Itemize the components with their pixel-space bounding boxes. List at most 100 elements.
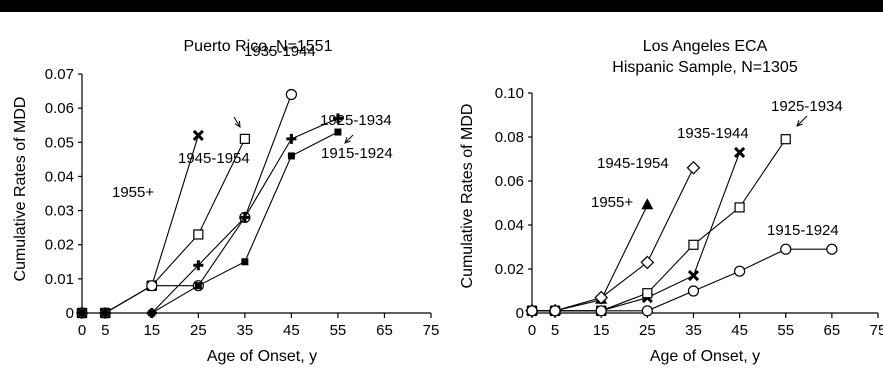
data-point — [687, 285, 700, 297]
data-point — [193, 260, 204, 271]
x-tick-labels: 0 5 15 25 35 45 55 65 75 — [78, 322, 440, 339]
series-label: 1945-1954 — [597, 155, 669, 172]
data-point — [194, 282, 202, 290]
data-point — [780, 243, 792, 255]
series-label: 1915-1924 — [767, 222, 839, 239]
series-1955- — [526, 198, 654, 315]
data-point — [780, 134, 791, 145]
x-tick-label: 65 — [376, 322, 393, 339]
y-tick-label: 0.04 — [495, 217, 524, 234]
series-labels: 1955+ 1945-1954 1935-1944 1925-1934 1915-192… — [112, 43, 393, 201]
y-tick-label: 0.06 — [45, 100, 74, 117]
data-point — [192, 129, 204, 142]
y-axis-label: Cumulative Rates of MDD — [12, 97, 29, 282]
data-point — [332, 113, 343, 124]
y-tick-label: 0.07 — [45, 66, 74, 83]
chart-los-angeles: Los Angeles ECA Hispanic Sample, N=1305 … — [459, 38, 883, 365]
chart-title: Los Angeles ECA — [643, 38, 768, 55]
chart-subtitle: Hispanic Sample, N=1305 — [612, 59, 798, 76]
data-point — [595, 305, 607, 317]
series-label: 1925-1934 — [320, 112, 392, 129]
x-tick-label: 0 — [528, 322, 536, 339]
series-label: 1925-1934 — [771, 98, 843, 115]
data-point — [642, 288, 653, 299]
data-point — [239, 133, 250, 144]
x-axis-label: Age of Onset, y — [650, 348, 760, 365]
data-point — [826, 243, 838, 255]
series-line — [532, 167, 694, 312]
x-tick-label: 65 — [824, 322, 841, 339]
y-axis-label: Cumulative Rates of MDD — [459, 104, 476, 289]
data-point — [526, 305, 538, 317]
data-point — [641, 305, 653, 317]
x-tick-label: 0 — [78, 322, 86, 339]
data-point — [78, 309, 86, 317]
data-point — [193, 229, 204, 240]
data-point — [241, 258, 249, 266]
series-1925-1934 — [77, 113, 343, 318]
data-point — [549, 305, 561, 317]
data-point — [641, 198, 654, 210]
x-axis-label: Age of Onset, y — [207, 348, 317, 365]
series-layer — [76, 88, 343, 319]
series-1945-1954 — [525, 160, 701, 318]
series-line — [82, 117, 339, 314]
series-line — [532, 152, 741, 312]
arrow-line — [233, 116, 241, 128]
x-tick-label: 25 — [639, 322, 656, 339]
y-tick-label: 0 — [516, 305, 524, 322]
data-point — [687, 270, 700, 282]
data-point — [734, 146, 746, 158]
data-point — [334, 128, 342, 136]
arrow-line — [344, 134, 354, 144]
data-point — [686, 160, 701, 175]
y-tick-label: 0.04 — [45, 168, 74, 185]
data-point — [688, 239, 699, 250]
y-tick-label: 0.05 — [45, 134, 74, 151]
y-tick-label: 0.02 — [45, 237, 74, 254]
data-point — [285, 88, 297, 101]
series-label: 1945-1954 — [178, 150, 250, 167]
arrow-head — [796, 120, 803, 127]
y-tick-label: 0.06 — [495, 173, 524, 190]
data-point — [286, 133, 297, 144]
y-tick-label: 0.03 — [45, 203, 74, 220]
data-point — [734, 202, 745, 213]
x-tick-label: 15 — [143, 322, 160, 339]
x-tick-label: 55 — [777, 322, 794, 339]
y-tick-label: 0.01 — [45, 271, 74, 288]
y-tick-labels: 0 0.02 0.04 0.06 0.08 0.10 — [495, 85, 524, 322]
label-arrows — [233, 115, 808, 144]
arrow-line — [796, 115, 808, 127]
y-tick-label: 0.10 — [495, 85, 524, 102]
series-1915-1924 — [526, 243, 838, 317]
y-tick-label: 0.02 — [495, 261, 524, 278]
x-tick-label: 75 — [870, 322, 883, 339]
x-tick-label: 15 — [593, 322, 610, 339]
series-1935-1944 — [526, 146, 746, 317]
series-label: 1955+ — [112, 184, 154, 201]
data-point — [148, 309, 156, 317]
data-point — [594, 290, 609, 305]
data-point — [733, 265, 746, 277]
x-tick-label: 45 — [731, 322, 748, 339]
y-tick-labels: 0 0.01 0.02 0.03 0.04 0.05 0.06 0.07 — [45, 66, 74, 322]
x-tick-label: 55 — [330, 322, 347, 339]
arrow-head — [344, 137, 351, 144]
data-point — [239, 212, 250, 223]
chart-puerto-rico: Puerto Rico, N=1551 0 0.01 0.02 0.03 0.04 0.0… — [12, 38, 439, 365]
x-tick-label: 45 — [283, 322, 300, 339]
series-label: 1935-1944 — [677, 125, 749, 142]
x-tick-label: 35 — [237, 322, 254, 339]
series-1935-1944 — [76, 88, 297, 319]
series-layer — [525, 134, 838, 318]
y-tick-label: 0 — [66, 305, 74, 322]
data-point — [146, 280, 158, 292]
series-line — [532, 248, 832, 312]
x-tick-label: 35 — [685, 322, 702, 339]
series-label: 1915-1924 — [321, 145, 393, 162]
x-tick-label: 5 — [101, 322, 109, 339]
series-1915-1924 — [78, 128, 342, 317]
chart-title: Puerto Rico, N=1551 — [184, 38, 333, 55]
